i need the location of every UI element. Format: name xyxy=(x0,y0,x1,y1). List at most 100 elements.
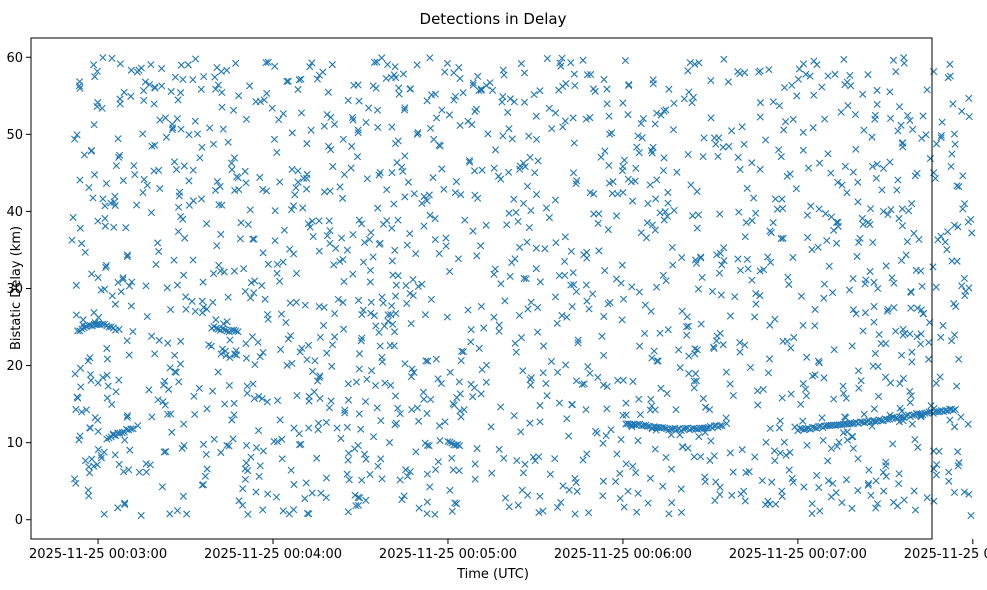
x-tick-label: 2025-11-25 00:08:00 xyxy=(904,547,987,562)
detection-point xyxy=(334,295,342,304)
detection-point xyxy=(669,126,678,134)
track-point xyxy=(923,409,931,417)
detection-point xyxy=(279,110,287,118)
detection-point xyxy=(532,244,540,252)
detection-point xyxy=(839,389,848,397)
detection-point xyxy=(714,152,722,161)
detection-point xyxy=(571,474,579,482)
detection-point xyxy=(952,302,960,310)
detection-point xyxy=(189,256,197,264)
detection-point xyxy=(324,88,332,96)
detection-point xyxy=(695,59,703,67)
track-point xyxy=(898,413,906,421)
detection-point xyxy=(621,57,630,65)
detection-point xyxy=(297,75,305,83)
detection-point xyxy=(848,504,856,512)
detection-point xyxy=(457,357,465,365)
detection-point xyxy=(272,493,281,501)
detection-point xyxy=(429,174,437,182)
detection-point xyxy=(899,139,907,147)
detection-point xyxy=(103,394,111,402)
detection-point xyxy=(431,235,439,244)
detection-point xyxy=(520,98,529,106)
detection-point xyxy=(890,303,898,312)
detection-point xyxy=(617,279,625,287)
y-tick-label: 10 xyxy=(6,436,23,451)
track-point xyxy=(702,424,710,432)
detection-point xyxy=(218,88,226,97)
detection-point xyxy=(182,305,190,313)
detection-point xyxy=(332,244,340,252)
detection-point xyxy=(72,311,80,319)
detection-point xyxy=(618,316,626,324)
detection-point xyxy=(162,133,171,141)
detection-point xyxy=(605,161,613,170)
detection-point xyxy=(86,424,94,432)
detection-point xyxy=(711,496,719,505)
detection-point xyxy=(873,100,881,109)
detection-point xyxy=(326,187,334,195)
detection-point xyxy=(833,442,841,450)
detection-point xyxy=(482,378,490,386)
detection-point xyxy=(653,109,661,117)
detection-point xyxy=(582,281,590,289)
detection-point xyxy=(781,118,790,126)
detection-point xyxy=(79,316,87,324)
detection-point xyxy=(563,415,571,423)
detection-point xyxy=(203,405,211,413)
detection-point xyxy=(354,441,362,450)
detection-point xyxy=(401,152,409,160)
detection-point xyxy=(748,217,756,225)
detection-point xyxy=(872,477,880,485)
detection-point xyxy=(953,257,961,265)
detection-point xyxy=(900,496,908,504)
detection-point xyxy=(653,176,661,184)
detection-point xyxy=(76,224,84,232)
detection-point xyxy=(121,499,129,507)
detection-point xyxy=(146,461,154,469)
detection-point xyxy=(131,170,139,179)
detection-point xyxy=(402,281,410,290)
detection-point xyxy=(967,511,975,520)
track-point xyxy=(232,327,240,335)
detection-point xyxy=(569,114,577,122)
detection-point xyxy=(678,307,686,315)
detection-point xyxy=(111,192,119,200)
detection-point xyxy=(372,84,380,92)
detection-point xyxy=(724,78,732,86)
detection-point xyxy=(539,507,547,515)
detection-point xyxy=(903,111,912,120)
detection-point xyxy=(293,391,301,400)
detection-point xyxy=(370,312,378,320)
detection-point xyxy=(497,175,505,183)
detection-point xyxy=(443,59,452,67)
detection-point xyxy=(101,214,109,223)
detection-point xyxy=(341,409,349,417)
detection-point xyxy=(388,123,396,131)
detection-point xyxy=(171,351,179,359)
detection-point xyxy=(259,185,267,194)
detection-point xyxy=(708,287,717,296)
detection-point xyxy=(352,378,361,386)
detection-point xyxy=(77,383,85,391)
detection-point xyxy=(84,357,92,365)
detection-point xyxy=(174,96,182,104)
detection-point xyxy=(189,166,197,174)
detection-point xyxy=(436,437,444,445)
detection-point xyxy=(475,344,483,352)
detection-point xyxy=(792,185,800,193)
detection-point xyxy=(112,388,120,396)
detection-point xyxy=(242,459,250,467)
detection-point xyxy=(180,271,188,279)
track-point xyxy=(921,409,929,417)
detection-point xyxy=(353,153,362,161)
detection-point xyxy=(236,235,244,243)
detection-point xyxy=(917,267,925,275)
detection-point xyxy=(264,260,272,268)
detection-point xyxy=(874,285,882,293)
detection-point xyxy=(908,358,916,366)
detection-point xyxy=(242,115,251,123)
detection-point xyxy=(400,492,408,500)
track-point xyxy=(694,425,702,433)
detection-point xyxy=(423,470,432,478)
